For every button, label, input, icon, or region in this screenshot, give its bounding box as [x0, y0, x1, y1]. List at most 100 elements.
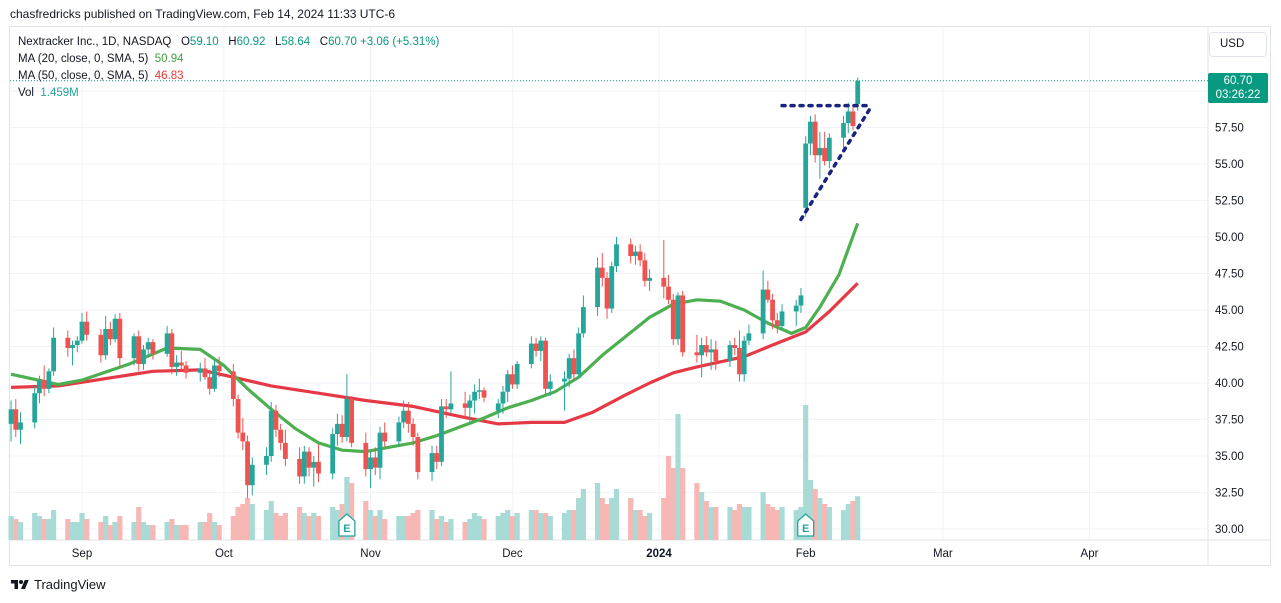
candle[interactable]	[647, 269, 652, 292]
candle[interactable]	[107, 321, 113, 346]
candle[interactable]	[708, 339, 714, 370]
candle[interactable]	[79, 312, 85, 344]
footer-branding[interactable]: TradingView	[10, 577, 106, 592]
candle[interactable]	[316, 444, 321, 483]
candle[interactable]	[500, 385, 506, 414]
candle[interactable]	[737, 330, 742, 382]
candle[interactable]	[178, 350, 184, 370]
candle[interactable]	[604, 272, 610, 319]
candle[interactable]	[732, 337, 738, 356]
candle[interactable]	[174, 355, 179, 376]
candle[interactable]	[112, 314, 118, 343]
candle[interactable]	[32, 385, 38, 429]
currency-button[interactable]: USD	[1209, 32, 1267, 57]
candle[interactable]	[633, 245, 638, 265]
candle[interactable]	[614, 237, 619, 273]
candle[interactable]	[495, 399, 501, 419]
symbol-label[interactable]: Nextracker Inc., 1D, NASDAQ	[18, 36, 172, 48]
candle[interactable]	[377, 426, 383, 480]
candle[interactable]	[566, 353, 572, 388]
candle[interactable]	[297, 447, 302, 484]
candle[interactable]	[330, 428, 336, 480]
candle[interactable]	[571, 349, 577, 381]
candle[interactable]	[670, 293, 676, 346]
candle[interactable]	[183, 361, 189, 379]
candle[interactable]	[84, 311, 90, 341]
candle[interactable]	[505, 369, 511, 402]
candle[interactable]	[145, 337, 151, 357]
candle[interactable]	[429, 445, 435, 481]
candle[interactable]	[141, 345, 146, 370]
price-axis[interactable]: 60.0057.5055.0052.5050.0047.5045.0042.50…	[1215, 86, 1244, 536]
candle[interactable]	[306, 447, 312, 477]
legend-ma50-row[interactable]: MA (50, close, 0, SMA, 5) 46.83	[18, 68, 439, 85]
candle[interactable]	[434, 445, 440, 470]
candle[interactable]	[472, 384, 477, 414]
candle[interactable]	[770, 293, 775, 329]
candle[interactable]	[765, 280, 771, 303]
candle[interactable]	[448, 371, 454, 414]
candle[interactable]	[103, 315, 109, 360]
candle[interactable]	[278, 423, 284, 451]
candle[interactable]	[812, 114, 818, 163]
candle[interactable]	[245, 435, 250, 499]
candle[interactable]	[562, 371, 567, 411]
candle[interactable]	[46, 368, 52, 394]
candle[interactable]	[216, 356, 222, 378]
legend-vol-row[interactable]: Vol 1.459M	[18, 85, 439, 102]
candle[interactable]	[793, 299, 799, 327]
candle[interactable]	[131, 333, 137, 366]
candle[interactable]	[41, 365, 47, 397]
candle[interactable]	[335, 413, 340, 446]
candle[interactable]	[235, 394, 241, 439]
candle[interactable]	[779, 304, 785, 331]
candle[interactable]	[415, 432, 421, 480]
candle[interactable]	[98, 328, 104, 363]
candle[interactable]	[514, 361, 520, 389]
candle[interactable]	[467, 394, 473, 424]
candle[interactable]	[845, 102, 851, 134]
candle[interactable]	[207, 369, 213, 395]
candle[interactable]	[746, 324, 752, 346]
candle[interactable]	[637, 244, 643, 267]
candle[interactable]	[822, 131, 828, 166]
candle[interactable]	[401, 400, 407, 429]
candle[interactable]	[117, 312, 123, 369]
candle[interactable]	[150, 339, 156, 360]
candle[interactable]	[680, 291, 686, 357]
legend-ma20-row[interactable]: MA (20, close, 0, SMA, 5) 50.94	[18, 51, 439, 68]
candle[interactable]	[576, 327, 582, 379]
candle[interactable]	[609, 261, 615, 313]
candle[interactable]	[808, 115, 813, 156]
candle[interactable]	[301, 445, 307, 484]
candle[interactable]	[595, 257, 600, 316]
candle[interactable]	[264, 447, 269, 475]
candle[interactable]	[599, 253, 605, 287]
candle[interactable]	[826, 133, 832, 169]
candle[interactable]	[282, 429, 288, 467]
candle[interactable]	[8, 400, 14, 442]
candle[interactable]	[202, 358, 208, 381]
candle[interactable]	[727, 340, 733, 367]
candle[interactable]	[396, 416, 402, 446]
candle[interactable]	[65, 330, 71, 357]
candle[interactable]	[528, 336, 534, 369]
candle[interactable]	[197, 362, 203, 382]
candle[interactable]	[368, 451, 373, 489]
candle[interactable]	[462, 391, 468, 419]
candle[interactable]	[538, 336, 544, 362]
candle[interactable]	[543, 337, 548, 395]
candle[interactable]	[476, 378, 482, 400]
candle[interactable]	[74, 336, 80, 353]
candle[interactable]	[136, 330, 142, 372]
candle[interactable]	[841, 115, 846, 148]
candle[interactable]	[694, 334, 700, 363]
earnings-marker[interactable]: E	[797, 513, 815, 537]
candle[interactable]	[817, 131, 823, 179]
candle[interactable]	[164, 326, 170, 357]
support-trendline[interactable]	[799, 103, 874, 222]
candle[interactable]	[249, 457, 255, 496]
candle[interactable]	[240, 418, 246, 451]
candle[interactable]	[699, 337, 705, 378]
